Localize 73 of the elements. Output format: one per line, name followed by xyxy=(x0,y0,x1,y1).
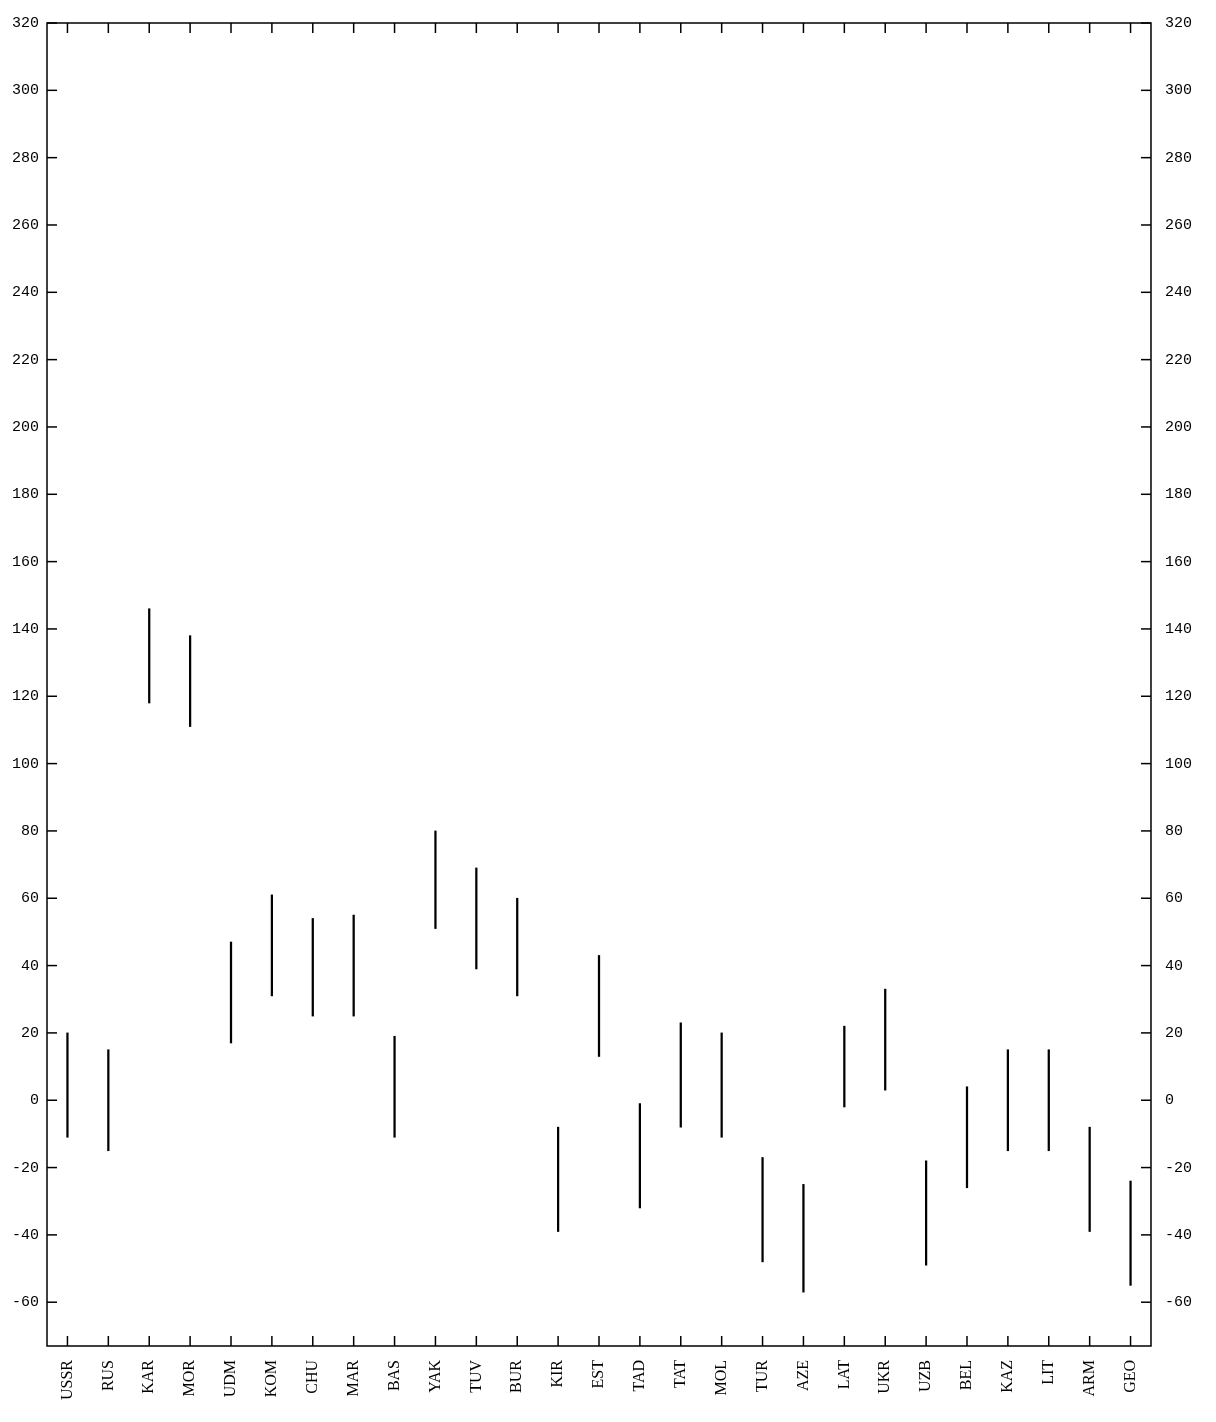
y-tick-label: 160 xyxy=(11,553,39,571)
y-tick-label: 120 xyxy=(11,688,39,706)
y2-tick-label: 180 xyxy=(1165,486,1193,504)
y2-tick-label: -60 xyxy=(1165,1294,1193,1312)
y2-tick-label: 320 xyxy=(1165,14,1193,32)
y2-tick-label: -20 xyxy=(1165,1159,1193,1177)
y-tick-label: -40 xyxy=(11,1226,39,1244)
x-tick-label: CHU xyxy=(302,1359,320,1394)
x-tick-label: TUV xyxy=(466,1359,484,1393)
x-tick-label: BUR xyxy=(507,1359,525,1393)
x-tick-label: MOR xyxy=(180,1359,198,1397)
x-tick-label: EST xyxy=(589,1359,607,1389)
y2-tick-label: 280 xyxy=(1165,149,1193,167)
bar xyxy=(66,1032,69,1138)
x-tick-label: BAS xyxy=(384,1359,402,1392)
x-tick-label: YAK xyxy=(425,1359,443,1393)
bar xyxy=(393,1035,396,1138)
x-tick-label: UZB xyxy=(916,1359,934,1392)
x-tick-label: BEL xyxy=(957,1359,975,1391)
y-tick-label: 0 xyxy=(29,1092,39,1110)
x-tick-label: KIR xyxy=(548,1359,566,1388)
x-tick-label: LIT xyxy=(1038,1359,1056,1385)
y2-tick-label: 300 xyxy=(1165,82,1193,100)
y-tick-label: 40 xyxy=(20,957,39,975)
y-tick-label: 100 xyxy=(11,755,39,773)
bar xyxy=(802,1184,805,1293)
y-tick-label: 260 xyxy=(11,216,39,234)
x-tick-label: USSR xyxy=(57,1359,75,1401)
y-tick-label: -60 xyxy=(11,1294,39,1312)
y2-tick-label: 0 xyxy=(1165,1092,1175,1110)
x-tick-label: UDM xyxy=(221,1359,239,1398)
y2-tick-label: 40 xyxy=(1165,957,1184,975)
y2-tick-label: -40 xyxy=(1165,1226,1193,1244)
x-tick-label: MOL xyxy=(711,1359,729,1396)
x-tick-label: TAT xyxy=(670,1359,688,1389)
x-tick-label: KAR xyxy=(139,1359,157,1394)
y2-tick-label: 80 xyxy=(1165,822,1184,840)
x-tick-label: RUS xyxy=(98,1359,116,1392)
y2-tick-label: 100 xyxy=(1165,755,1193,773)
y2-tick-label: 240 xyxy=(1165,284,1193,302)
y-tick-label: 200 xyxy=(11,418,39,436)
y2-tick-label: 220 xyxy=(1165,351,1193,369)
y2-tick-label: 140 xyxy=(1165,620,1193,638)
x-tick-label: MAR xyxy=(343,1359,361,1397)
y-tick-label: 280 xyxy=(11,149,39,167)
y2-tick-label: 120 xyxy=(1165,688,1193,706)
bar xyxy=(761,1157,764,1263)
y-tick-label: -20 xyxy=(11,1159,39,1177)
y-tick-label: 220 xyxy=(11,351,39,369)
y-tick-label: 320 xyxy=(11,14,39,32)
y2-tick-label: 200 xyxy=(1165,418,1193,436)
x-tick-label: KOM xyxy=(262,1359,280,1398)
bar xyxy=(434,830,437,929)
y-tick-label: 140 xyxy=(11,620,39,638)
y-tick-label: 240 xyxy=(11,284,39,302)
bar xyxy=(1129,1180,1132,1286)
x-tick-label: TAD xyxy=(630,1359,648,1392)
x-tick-label: GEO xyxy=(1120,1359,1138,1393)
y2-tick-label: 160 xyxy=(1165,553,1193,571)
x-tick-label: UKR xyxy=(875,1359,893,1394)
x-tick-label: ARM xyxy=(1079,1359,1097,1397)
y-tick-label: 80 xyxy=(20,822,39,840)
x-tick-label: LAT xyxy=(834,1359,852,1390)
x-tick-label: TUR xyxy=(752,1359,770,1392)
y2-tick-label: 60 xyxy=(1165,890,1184,908)
y-tick-label: 300 xyxy=(11,82,39,100)
y2-tick-label: 260 xyxy=(1165,216,1193,234)
y-tick-label: 60 xyxy=(20,890,39,908)
y2-tick-label: 20 xyxy=(1165,1024,1184,1042)
y-tick-label: 180 xyxy=(11,486,39,504)
y-tick-label: 20 xyxy=(20,1024,39,1042)
x-tick-label: AZE xyxy=(793,1359,811,1392)
x-tick-label: KAZ xyxy=(998,1359,1016,1393)
